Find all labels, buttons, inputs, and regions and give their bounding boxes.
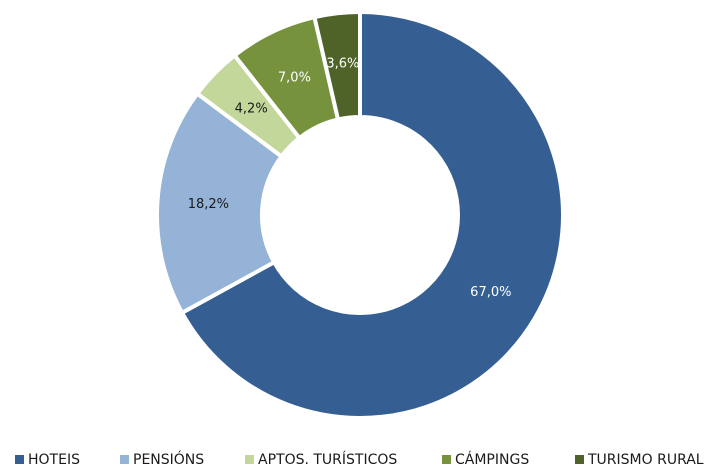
legend-swatch — [15, 455, 24, 464]
data-label: 4,2% — [235, 101, 268, 116]
legend-label: APTOS. TURÍSTICOS — [258, 451, 397, 467]
legend-label: HOTEIS — [28, 452, 80, 467]
legend-swatch — [245, 455, 254, 464]
data-label: 18,2% — [188, 197, 229, 212]
legend-swatch — [442, 455, 451, 464]
legend-label: PENSIÓNS — [133, 450, 204, 467]
donut-slice — [179, 9, 565, 420]
donut-slice — [312, 9, 362, 122]
data-label: 3,6% — [326, 56, 359, 71]
legend-label: TURISMO RURAL — [587, 452, 704, 467]
data-label: 7,0% — [278, 70, 311, 85]
legend-label: CÁMPINGS — [455, 451, 529, 467]
legend-swatch — [575, 455, 584, 464]
legend-swatch — [120, 455, 129, 464]
data-label: 67,0% — [470, 285, 511, 300]
donut-slice — [155, 90, 285, 316]
